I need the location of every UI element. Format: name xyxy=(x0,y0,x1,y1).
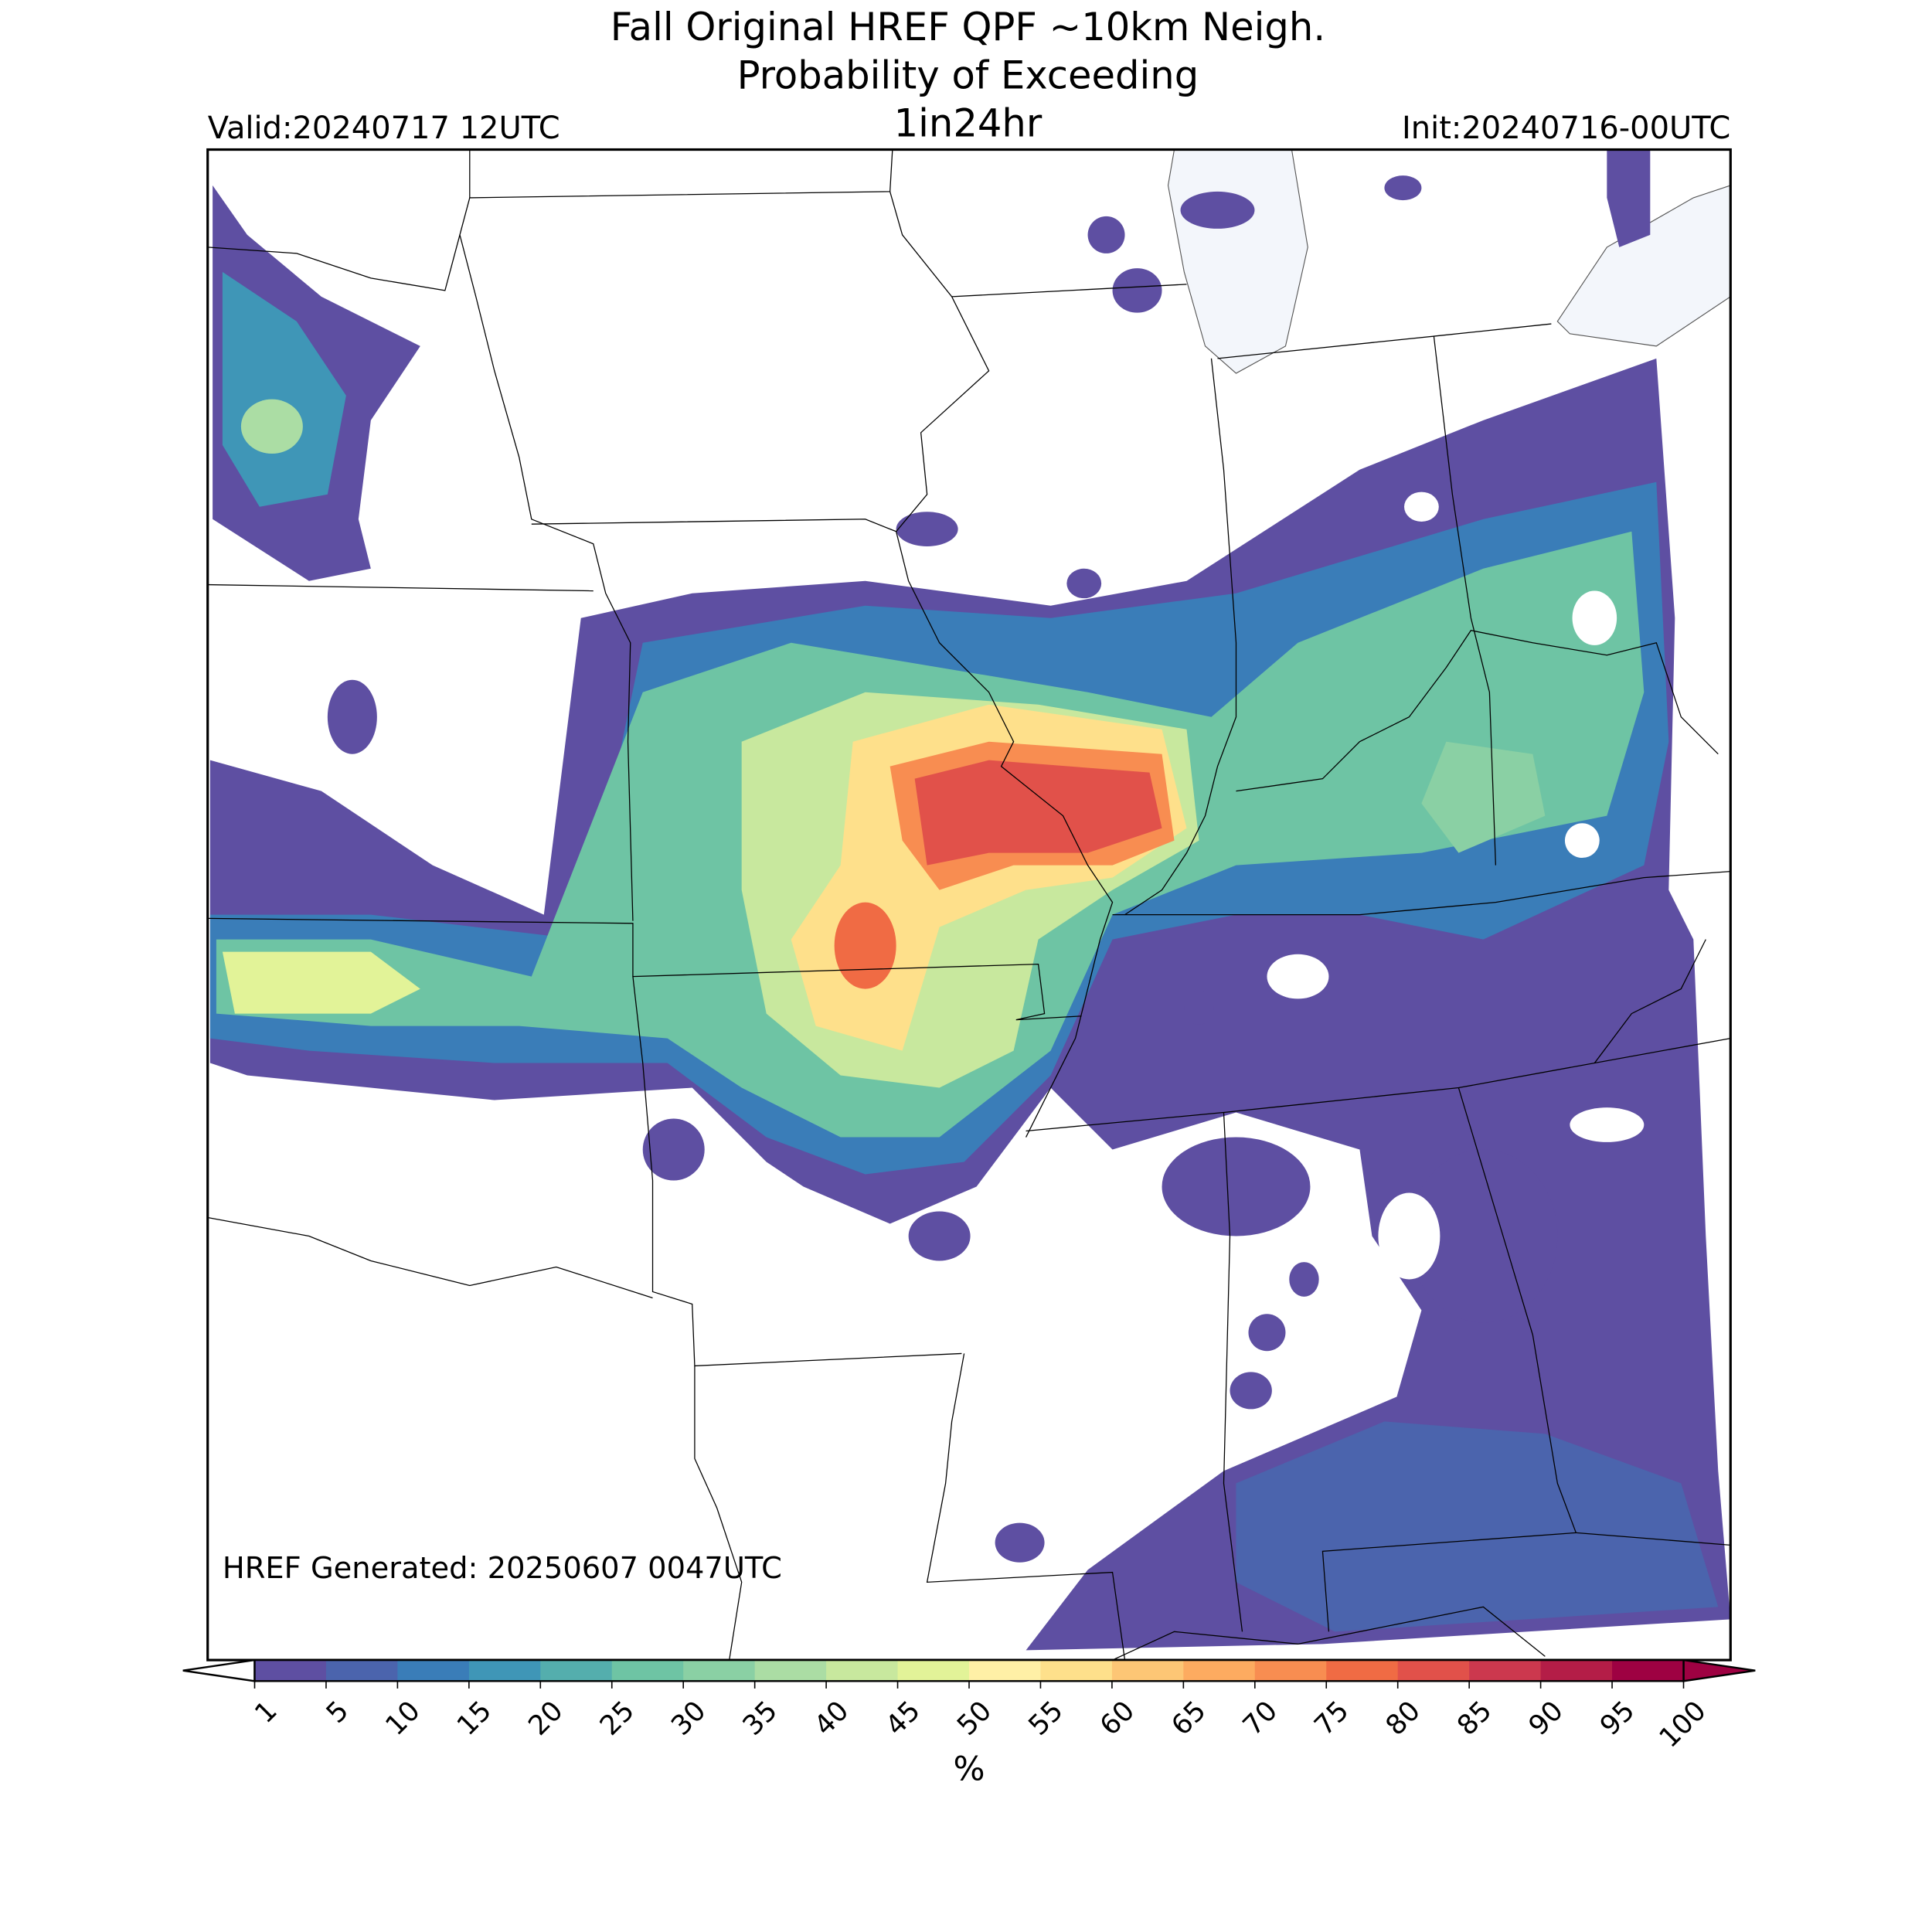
valid-time: Valid:20240717 12UTC xyxy=(208,111,560,146)
colorbar-tick-label: 100 xyxy=(1653,1695,1712,1753)
colorbar-tick-label: 50 xyxy=(951,1695,998,1742)
colorbar-tick-label: 10 xyxy=(379,1695,427,1742)
map xyxy=(207,149,1731,1661)
colorbar: 1 5 10 15 20 25 30 35 40 45 50 55 60 65 70 75 80 85 90 95 10… xyxy=(182,1658,1756,1789)
colorbar-segment xyxy=(325,1660,399,1682)
title-line-3: 1in24hr xyxy=(894,101,1043,146)
colorbar-tick-label: 55 xyxy=(1022,1695,1070,1742)
colorbar-tick-label: 45 xyxy=(879,1695,927,1742)
colorbar-tick-label: 25 xyxy=(594,1695,641,1742)
colorbar-segment xyxy=(1326,1660,1399,1682)
colorbar-segment xyxy=(254,1660,327,1682)
colorbar-segment xyxy=(1469,1660,1542,1682)
colorbar-segment xyxy=(1540,1660,1613,1682)
colorbar-segment xyxy=(1183,1660,1256,1682)
colorbar-tick-label: 30 xyxy=(665,1695,713,1742)
state-borders xyxy=(207,149,1731,1661)
colorbar-tick-label: 70 xyxy=(1236,1695,1284,1742)
colorbar-tick-label: 80 xyxy=(1379,1695,1427,1742)
colorbar-segment xyxy=(611,1660,684,1682)
colorbar-tick-label: 1 xyxy=(249,1695,284,1730)
init-time: Init:20240716-00UTC xyxy=(1402,111,1730,146)
colorbar-tick-label: 35 xyxy=(736,1695,784,1742)
colorbar-segment xyxy=(897,1660,970,1682)
generated-time: HREF Generated: 20250607 0047UTC xyxy=(223,1551,782,1586)
colorbar-label: % xyxy=(953,1750,985,1789)
colorbar-tick-label: 40 xyxy=(808,1695,855,1742)
colorbar-segment xyxy=(683,1660,756,1682)
colorbar-segment xyxy=(1040,1660,1113,1682)
precip-field xyxy=(209,149,1731,1651)
colorbar-tick-label: 65 xyxy=(1165,1695,1213,1742)
colorbar-tick-label: 20 xyxy=(522,1695,570,1742)
colorbar-segment xyxy=(826,1660,899,1682)
colorbar-under-extension xyxy=(182,1658,256,1682)
title-line-1: Fall Original HREF QPF ~10km Neigh. xyxy=(611,5,1325,49)
colorbar-segment xyxy=(754,1660,827,1682)
colorbar-segment xyxy=(540,1660,613,1682)
colorbar-segment xyxy=(1254,1660,1328,1682)
colorbar-tick-label: 60 xyxy=(1094,1695,1141,1742)
colorbar-tick-label: 5 xyxy=(320,1695,355,1730)
colorbar-tick-label: 95 xyxy=(1594,1695,1641,1742)
colorbar-tick-label: 90 xyxy=(1522,1695,1570,1742)
colorbar-tick-label: 75 xyxy=(1308,1695,1355,1742)
colorbar-segment xyxy=(968,1660,1042,1682)
colorbar-segment xyxy=(397,1660,470,1682)
colorbar-tick-label: 85 xyxy=(1451,1695,1498,1742)
colorbar-over-extension xyxy=(1682,1658,1756,1682)
colorbar-segment xyxy=(1397,1660,1470,1682)
title-line-2: Probability of Exceeding xyxy=(737,53,1199,97)
colorbar-segment xyxy=(1111,1660,1185,1682)
colorbar-tick-label: 15 xyxy=(451,1695,498,1742)
colorbar-segment xyxy=(1612,1660,1685,1682)
colorbar-segment xyxy=(468,1660,542,1682)
